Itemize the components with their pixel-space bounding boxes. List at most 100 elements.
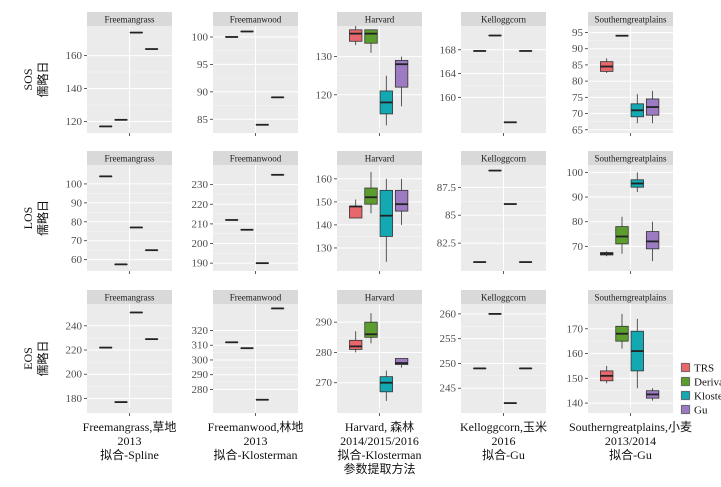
column-caption: 拟合-Klosterman	[338, 447, 422, 462]
box-body	[349, 29, 363, 42]
column-caption: 2014/2015/2016	[340, 434, 419, 448]
panel-strip-label: Southerngreatplains	[595, 154, 667, 164]
y-tick-label: 90	[572, 192, 584, 204]
panel-strip-label: Harvard	[365, 15, 395, 25]
box-gu	[394, 358, 409, 368]
box-klosterman	[379, 370, 393, 401]
box-derivatives	[615, 216, 629, 254]
y-tick-label: 160	[567, 348, 584, 360]
column-caption: 2013	[118, 434, 142, 448]
y-tick-label: 95	[572, 27, 584, 39]
y-tick-label: 320	[192, 325, 209, 337]
box-gu	[394, 178, 409, 225]
panel-strip-label: Harvard	[365, 154, 395, 164]
panel-strip	[213, 12, 298, 26]
row-unit-label: 儒略日	[35, 200, 50, 236]
panel-eos-freemangrass: Freemangrass 180 200 220 240	[66, 290, 172, 416]
panel-strip	[213, 290, 298, 304]
y-tick-label: 90	[197, 86, 209, 98]
panel-eos-harvard: Harvard 270 280 290	[316, 290, 422, 416]
box-body	[615, 226, 629, 245]
panel-strip	[461, 12, 546, 26]
box-derivatives	[364, 29, 378, 53]
column-caption: Kelloggcorn,玉米	[460, 420, 547, 434]
column-caption: 拟合-Gu	[609, 447, 652, 462]
y-tick-label: 200	[66, 369, 83, 381]
column-caption: 拟合-Gu	[482, 447, 525, 462]
panel-strip-label: Harvard	[365, 293, 395, 303]
column-caption: 拟合-Spline	[100, 447, 159, 462]
panel-strip-label: Freemanwood	[230, 293, 282, 303]
panel-strip-label: Kelloggcorn	[481, 154, 526, 164]
y-tick-label: 140	[66, 83, 83, 95]
column-caption: Freemangrass,草地	[83, 420, 177, 434]
panel-strip-label: Freemangrass	[105, 293, 155, 303]
panel-los-kelloggcorn: Kelloggcorn 82.5 85 87.5	[437, 151, 546, 274]
panel-strip	[337, 151, 422, 165]
panel-los-harvard: Harvard 130 140 150 160	[316, 151, 422, 274]
column-caption: 拟合-Klosterman	[214, 447, 298, 462]
panel-strip	[588, 151, 673, 165]
panel-los-southerngreatplains: Southerngreatplains 70 80 90 100	[567, 151, 673, 274]
y-tick-label: 140	[316, 219, 333, 231]
panel-strip	[461, 290, 546, 304]
box-gu	[394, 56, 409, 107]
panel-los-freemangrass: Freemangrass 60 70 80 90 100	[66, 151, 172, 274]
y-tick-label: 200	[192, 238, 209, 250]
column-caption: 2016	[492, 434, 516, 448]
row-metric-label: LOS	[21, 207, 35, 230]
box-klosterman	[379, 75, 393, 126]
panel-strip-label: Kelloggcorn	[481, 15, 526, 25]
box-body	[349, 339, 363, 350]
legend-swatch	[681, 391, 690, 400]
box-trs	[349, 26, 363, 46]
box-derivatives	[364, 171, 378, 214]
panel-strip	[87, 12, 172, 26]
panel-strip-label: Southerngreatplains	[595, 293, 667, 303]
panel-strip	[337, 290, 422, 304]
y-tick-label: 290	[316, 317, 333, 329]
y-tick-label: 210	[192, 218, 209, 230]
row-label-los: LOS 儒略日	[21, 200, 50, 236]
box-body	[364, 29, 378, 44]
box-klosterman	[630, 172, 644, 193]
box-body	[394, 189, 409, 212]
panel-strip-label: Freemanwood	[230, 154, 282, 164]
box-gu	[645, 90, 660, 124]
y-tick-label: 87.5	[437, 182, 457, 194]
y-tick-label: 75	[572, 92, 584, 104]
panel-strip	[87, 290, 172, 304]
panel-sos-freemangrass: Freemangrass 120 140 160	[66, 12, 172, 136]
y-tick-label: 95	[197, 59, 209, 71]
column-caption: 参数提取方法	[343, 461, 415, 476]
y-tick-label: 150	[567, 373, 584, 385]
column-caption: 2013/2014	[605, 434, 656, 448]
column-caption: Harvard, 森林	[345, 419, 414, 434]
y-tick-label: 140	[567, 398, 584, 410]
box-trs	[349, 199, 363, 219]
panel-sos-harvard: Harvard 120 130	[316, 12, 422, 136]
panel-strip	[588, 12, 673, 26]
box-derivatives	[615, 313, 629, 349]
y-tick-label: 70	[71, 235, 83, 247]
box-derivatives	[364, 313, 378, 344]
y-tick-label: 80	[572, 216, 584, 228]
y-tick-label: 255	[440, 333, 457, 345]
legend-swatch	[681, 377, 690, 386]
row-metric-label: SOS	[21, 68, 35, 90]
box-body	[349, 206, 363, 219]
y-tick-label: 100	[567, 167, 584, 179]
panel-strip	[87, 151, 172, 165]
panel-eos-freemanwood: Freemanwood 280 290 300 310 320	[192, 290, 298, 416]
panel-sos-southerngreatplains: Southerngreatplains 65 70 75 80 85 90 95	[572, 12, 673, 136]
box-gu	[645, 221, 660, 262]
box-trs	[600, 251, 614, 257]
y-tick-label: 270	[316, 377, 333, 389]
panel-strip-label: Freemangrass	[105, 154, 155, 164]
y-tick-label: 80	[572, 76, 584, 88]
panel-strip	[337, 12, 422, 26]
legend-item-klosterman: Klosterman	[680, 390, 721, 403]
panel-los-freemanwood: Freemanwood 190 200 210 220 230	[192, 151, 298, 274]
box-body	[645, 231, 660, 250]
